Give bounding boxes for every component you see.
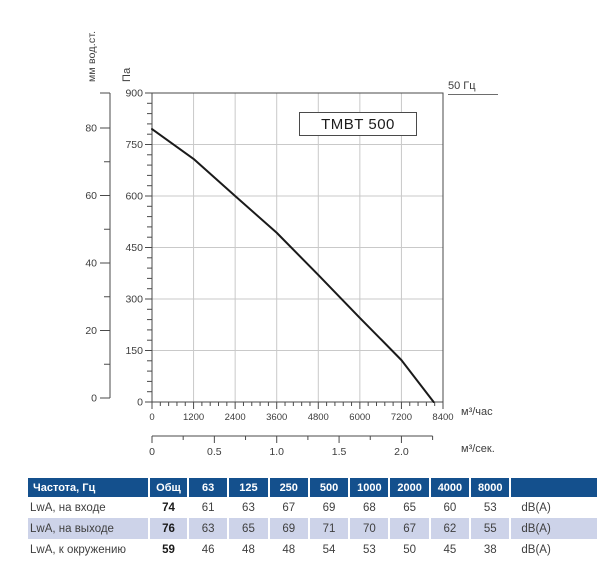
header-cell: 500	[309, 478, 349, 497]
row-label-cell: LwA, на выходе	[28, 518, 148, 539]
flow-sec-tick-label: 1.5	[332, 446, 347, 458]
value-cell: 62	[430, 518, 470, 539]
noise-table-row: LwA, на входе 74 61 63 67 69 68 65 60 53 dB(A)	[28, 497, 597, 518]
unit-cell: dB(A)	[511, 518, 598, 539]
total-value-cell: 76	[150, 518, 187, 539]
value-cell: 63	[242, 501, 255, 514]
value-cell: 46	[201, 543, 215, 556]
mm-tick-label: 20	[85, 325, 97, 337]
noise-table-header-row: Частота, Гц Общ 63 125 250 500 1000 2000 4000 800…	[28, 478, 598, 497]
value-cell: 65	[403, 501, 417, 514]
flow-sec-tick-label: 0	[149, 446, 155, 458]
value-cell: 50	[403, 543, 417, 556]
header-cell: 4000	[430, 478, 470, 497]
pa-tick-label: 0	[137, 397, 143, 409]
pa-tick-label: 450	[125, 242, 143, 254]
flow-per-second-axis-label: м³/сек.	[461, 443, 495, 455]
total-value-cell: 74	[162, 501, 175, 514]
header-cell: 250	[269, 478, 308, 497]
value-cell: 67	[390, 518, 429, 539]
flow-hour-tick-label: 3600	[266, 412, 287, 423]
frequency-annotation: 50 Гц	[448, 80, 498, 95]
flow-sec-tick-label: 0.5	[207, 446, 222, 458]
fan-curve	[151, 128, 435, 403]
pa-tick-label: 150	[125, 345, 143, 357]
flow-hour-tick-label: 1200	[183, 412, 204, 423]
unit-cell: dB(A)	[521, 543, 551, 556]
value-cell: 69	[269, 518, 308, 539]
header-cell: 63	[189, 478, 228, 497]
flow-per-hour-axis-label: м³/час	[461, 406, 493, 418]
header-cell: 2000	[390, 478, 429, 497]
value-cell: 68	[362, 501, 376, 514]
value-cell: 60	[443, 501, 457, 514]
value-cell: 38	[483, 543, 497, 556]
pa-tick-label: 600	[125, 191, 143, 203]
flow-hour-tick-label: 7200	[391, 412, 412, 423]
flow-sec-tick-label: 1.0	[269, 446, 284, 458]
value-cell: 61	[201, 501, 215, 514]
pa-tick-label: 900	[125, 88, 143, 100]
pa-axis-label: Па	[121, 67, 133, 82]
noise-table-row: LwA, на выходе 76 63 65 69 71 70 67 62 55 dB(A)	[28, 518, 598, 539]
unit-cell: dB(A)	[521, 501, 551, 514]
flow-hour-tick-label: 2400	[225, 412, 246, 423]
value-cell: 63	[189, 518, 228, 539]
header-cell-frequency: Частота, Гц	[28, 478, 148, 497]
fan-curve-chart: 0 150 300 450 600 750 900 0 20 40 60 80 0 1200 2400 360…	[85, 88, 453, 459]
pa-tick-label: 750	[125, 139, 143, 151]
value-cell: 55	[471, 518, 510, 539]
noise-table: Частота, Гц Общ 63 125 250 500 1000 2000 4000 800…	[28, 478, 598, 560]
value-cell: 67	[282, 501, 296, 514]
noise-table-row: LwA, к окружению 59 46 48 48 54 53 50 45 38 dB(A)	[28, 539, 597, 560]
mm-tick-label: 60	[85, 190, 97, 202]
mm-tick-label: 0	[91, 393, 97, 405]
value-cell: 53	[483, 501, 497, 514]
value-cell: 48	[242, 543, 255, 556]
mm-tick-label: 40	[85, 258, 97, 270]
value-cell: 70	[350, 518, 389, 539]
row-label-cell: LwA, на входе	[30, 501, 106, 514]
header-cell: 8000	[471, 478, 510, 497]
value-cell: 53	[362, 543, 376, 556]
flow-hour-tick-label: 6000	[349, 412, 370, 423]
value-cell: 45	[443, 543, 457, 556]
header-cell: Общ	[150, 478, 187, 497]
total-value-cell: 59	[162, 543, 175, 556]
value-cell: 71	[309, 518, 349, 539]
pa-tick-label: 300	[125, 294, 143, 306]
value-cell: 69	[322, 501, 336, 514]
flow-sec-tick-label: 2.0	[394, 446, 409, 458]
flow-hour-tick-label: 0	[149, 412, 154, 423]
value-cell: 65	[229, 518, 268, 539]
noise-table-body: LwA, на входе 74 61 63 67 69 68 65 60 53 dB(A) LwA,…	[28, 497, 598, 560]
header-cell	[511, 478, 598, 497]
header-cell: 125	[229, 478, 268, 497]
flow-hour-tick-label: 4800	[308, 412, 329, 423]
row-label-cell: LwA, к окружению	[30, 543, 127, 556]
value-cell: 54	[322, 543, 336, 556]
flow-hour-tick-label: 8400	[432, 412, 453, 423]
header-cell: 1000	[350, 478, 389, 497]
mm-tick-label: 80	[85, 123, 97, 135]
mm-water-axis-label: мм вод.ст.	[86, 30, 98, 82]
value-cell: 48	[282, 543, 296, 556]
model-name-box: TMBT 500	[299, 112, 417, 136]
